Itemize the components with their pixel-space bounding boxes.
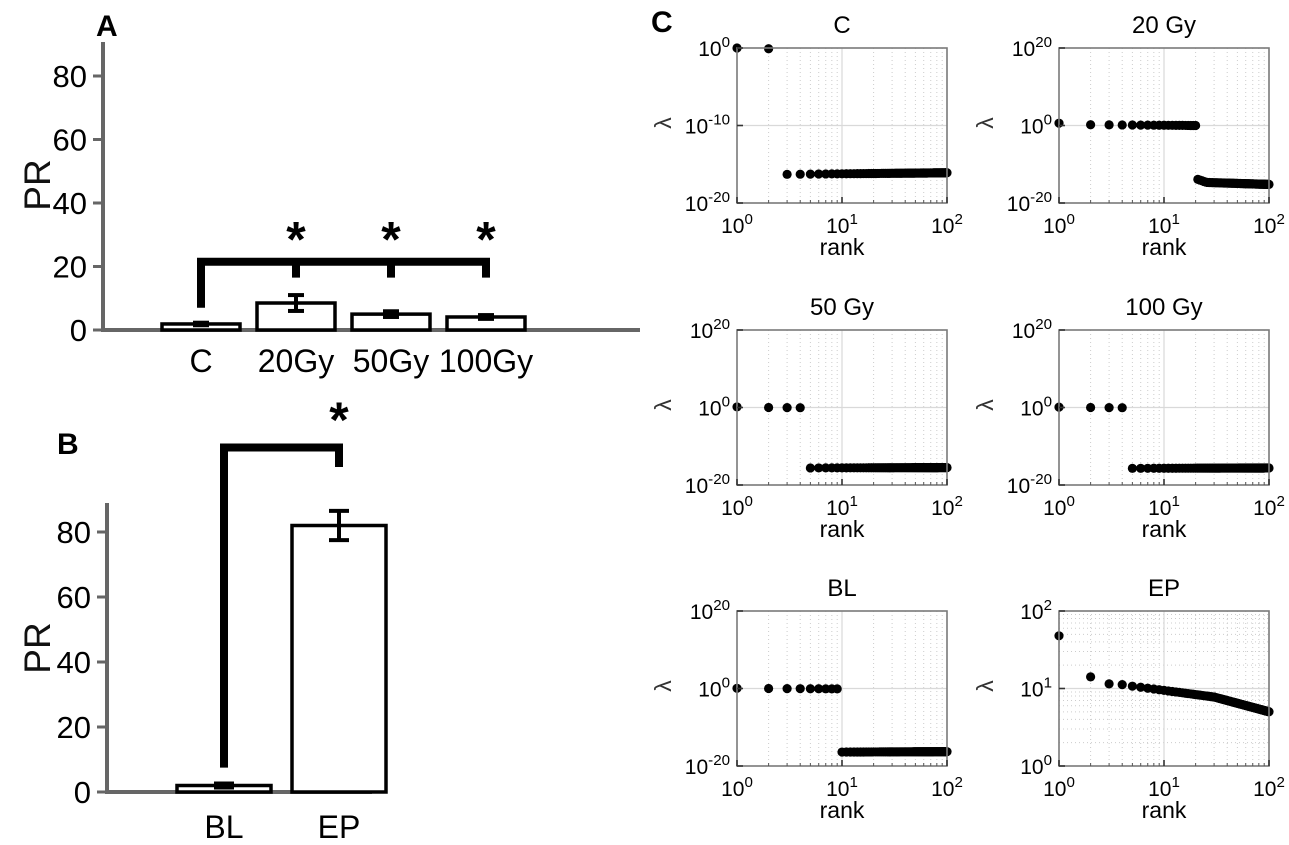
svg-text:20: 20 (57, 710, 91, 745)
subplot-cell-ep: EP λ 100 101 102 102 101 100 rank (967, 563, 1289, 845)
panel-c-label: C (651, 6, 673, 39)
svg-text:60: 60 (57, 580, 91, 615)
rank-axis-label: rank (819, 797, 865, 824)
panel-a-label: A (96, 10, 118, 43)
svg-text:10-20: 10-20 (1007, 189, 1052, 216)
svg-text:EP: EP (318, 809, 361, 845)
panel-a-chart: 0 20 40 60 80 C 20Gy 50Gy 100Gy * * * (53, 42, 640, 379)
svg-text:100: 100 (1020, 112, 1052, 139)
svg-text:1020: 1020 (690, 597, 730, 624)
svg-text:20Gy: 20Gy (258, 343, 334, 379)
svg-text:*: * (329, 392, 349, 448)
svg-text:BL: BL (204, 809, 243, 845)
svg-text:60: 60 (53, 123, 87, 158)
svg-text:10-20: 10-20 (685, 471, 730, 498)
subplot-cell-50gy: 50 Gy λ 100 101 102 1020 100 10-20 rank (645, 282, 967, 564)
svg-text:100Gy: 100Gy (439, 343, 533, 379)
subplot-title: 20 Gy (1131, 12, 1197, 39)
svg-text:40: 40 (57, 645, 91, 680)
svg-text:20: 20 (53, 250, 87, 285)
panel-b-label: B (57, 428, 79, 461)
svg-text:102: 102 (1020, 597, 1052, 624)
svg-text:*: * (286, 212, 306, 268)
svg-text:40: 40 (53, 186, 87, 221)
svg-text:101: 101 (1020, 675, 1052, 702)
rank-axis-label: rank (1141, 515, 1187, 542)
svg-text:50Gy: 50Gy (353, 343, 429, 379)
svg-text:100: 100 (698, 393, 730, 420)
svg-text:80: 80 (53, 59, 87, 94)
svg-text:0: 0 (70, 313, 87, 348)
svg-text:0: 0 (74, 775, 91, 810)
svg-text:10-20: 10-20 (685, 189, 730, 216)
rank-axis-label: rank (819, 234, 865, 260)
svg-text:101: 101 (826, 774, 858, 801)
panel-b-chart: 0 20 40 60 80 BL EP * (57, 392, 388, 845)
svg-text:100: 100 (1020, 393, 1052, 420)
rank-axis-label: rank (1141, 234, 1187, 260)
rank-axis-label: rank (1141, 797, 1187, 824)
panel-c: C λ 100 101 102 100 10-10 10-20 rank 20 Gy λ … (645, 0, 1289, 845)
svg-text:100: 100 (1020, 752, 1052, 779)
svg-text:80: 80 (57, 515, 91, 550)
rank-axis-label: rank (819, 515, 865, 542)
subplot-cell-20gy: 20 Gy λ 100 101 102 1020 100 10-20 rank (967, 0, 1289, 282)
subplot-cell-100gy: 100 Gy λ 100 101 102 1020 100 10-20 rank (967, 282, 1289, 564)
svg-text:100: 100 (698, 675, 730, 702)
svg-text:1020: 1020 (1012, 34, 1052, 61)
svg-text:10-20: 10-20 (1007, 471, 1052, 498)
subplot-title: 50 Gy (809, 293, 875, 321)
svg-text:*: * (381, 212, 401, 268)
svg-text:C: C (189, 343, 212, 379)
subplot-title: EP (1147, 575, 1180, 603)
subplot-cell-bl: BL λ 100 101 102 1020 100 10-20 rank (645, 563, 967, 845)
subplot-title: BL (827, 575, 857, 603)
svg-text:1020: 1020 (690, 316, 730, 343)
svg-text:*: * (476, 212, 496, 268)
svg-text:1020: 1020 (1012, 316, 1052, 343)
svg-text:100: 100 (698, 34, 730, 61)
svg-text:10-20: 10-20 (685, 752, 730, 779)
subplot-title: 100 Gy (1125, 293, 1203, 321)
subplot-title: C (833, 12, 851, 39)
svg-text:10-10: 10-10 (685, 112, 730, 139)
subplot-cell-c: C λ 100 101 102 100 10-10 10-20 rank (645, 0, 967, 282)
